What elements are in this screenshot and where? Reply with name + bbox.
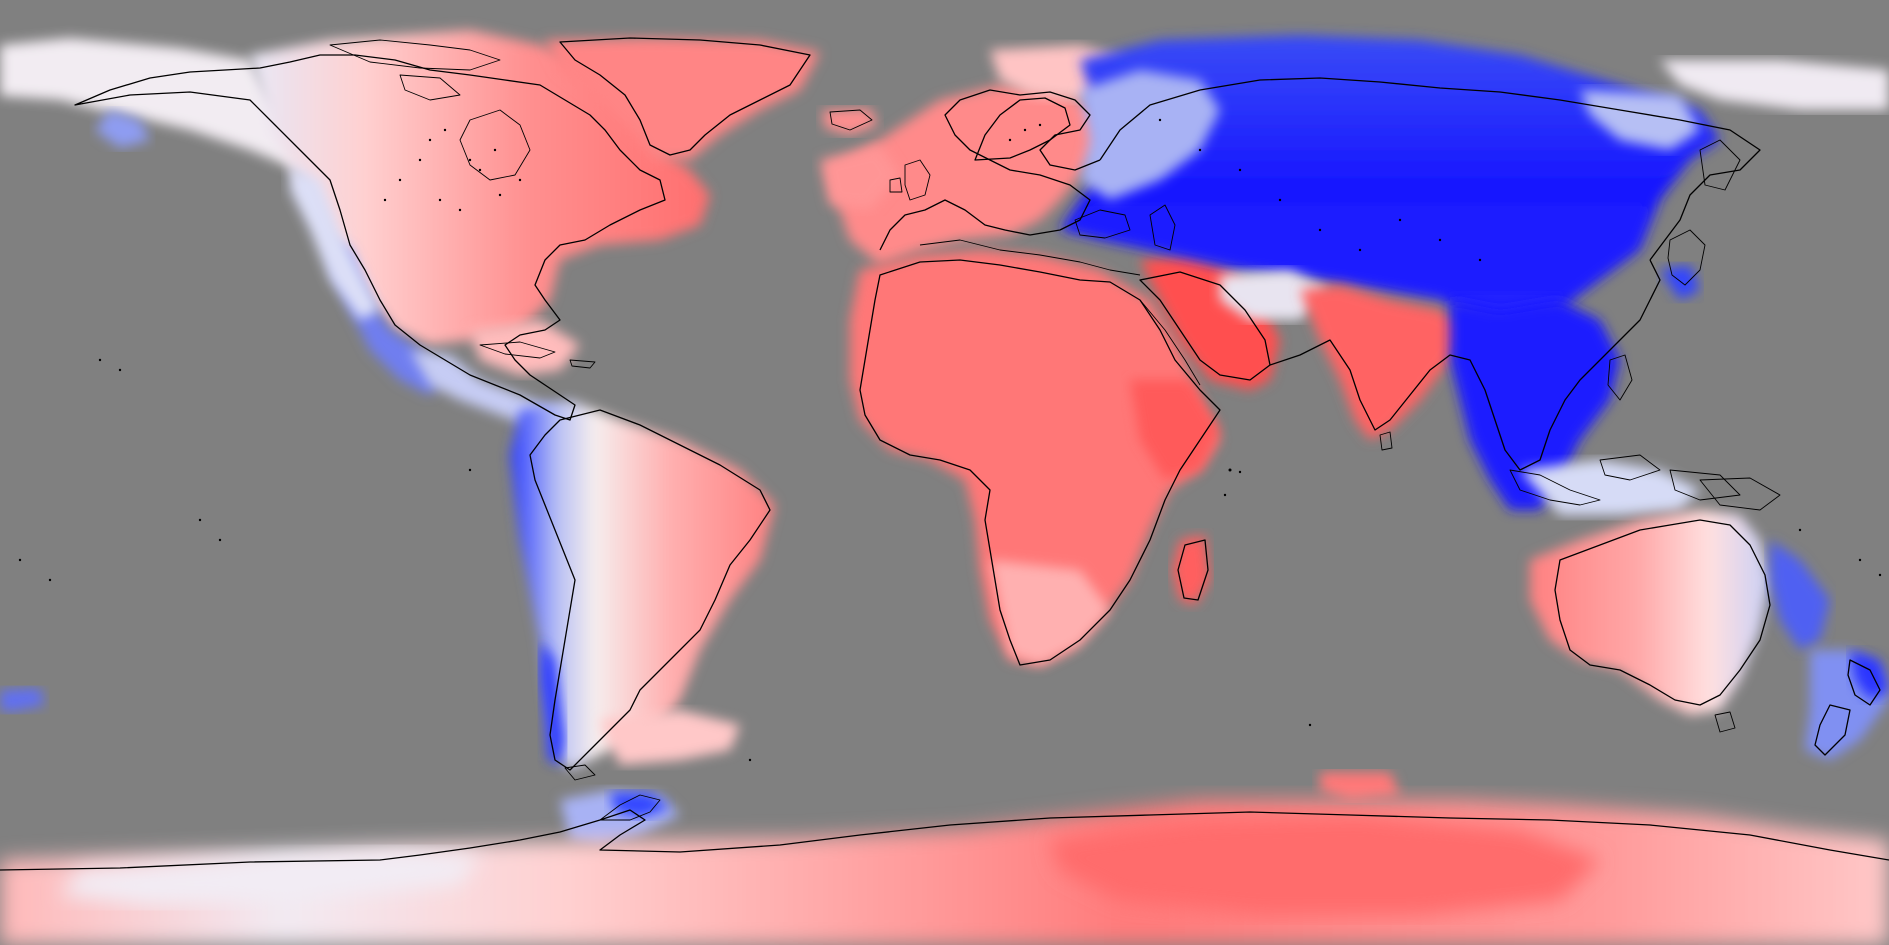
coast-sakhalin-kamchatka <box>1699 139 1741 191</box>
coast-scandinavia <box>974 97 1071 161</box>
region-tasman-blue <box>1770 540 1830 650</box>
region-east-asia-arctic <box>1660 60 1889 110</box>
coast-japan <box>1667 229 1706 286</box>
region-kerguelen <box>1320 772 1400 800</box>
coast-caspian <box>1149 204 1176 251</box>
region-india <box>1300 285 1470 440</box>
region-caribbean <box>470 320 580 375</box>
region-east-asia-lightblue <box>1580 90 1700 150</box>
coast-tierra-del-fuego <box>564 764 596 781</box>
region-greenland <box>545 38 820 160</box>
region-patagonia-pink <box>600 710 740 765</box>
coast-british-isles <box>889 159 931 201</box>
region-australia <box>1530 510 1770 715</box>
region-iceland <box>822 108 878 135</box>
coast-europe <box>879 89 1101 251</box>
coast-new-zealand <box>1814 659 1881 756</box>
coast-greenland <box>559 37 811 156</box>
coast-indonesia <box>1509 454 1741 506</box>
coastlines <box>0 37 1889 871</box>
region-south-america <box>510 400 775 770</box>
region-africa-south-pale <box>990 560 1110 665</box>
region-southeast-asia <box>1450 300 1620 510</box>
lakes-and-islands <box>18 118 1882 762</box>
region-alaska <box>0 38 330 175</box>
region-east-africa-hot <box>1130 380 1220 480</box>
coast-south-america <box>529 409 771 771</box>
coast-mediterranean <box>919 239 1141 276</box>
coast-philippines <box>1607 354 1633 401</box>
coast-antarctic-peninsula <box>599 794 661 821</box>
region-alaska-blue <box>95 110 150 148</box>
region-japan-blue <box>1660 265 1700 300</box>
region-central-asia-white <box>1220 270 1330 320</box>
region-usa-west-light <box>290 165 380 320</box>
region-europe-west <box>820 145 900 210</box>
coast-new-guinea <box>1699 477 1781 511</box>
region-antarctica-core <box>1050 815 1600 915</box>
region-indonesia-light <box>1520 460 1700 515</box>
region-antarctica-white <box>60 850 480 905</box>
coast-antarctica <box>0 809 1889 871</box>
coast-africa <box>859 259 1221 666</box>
coast-tasmania <box>1714 711 1736 733</box>
anomaly-field <box>0 30 1889 945</box>
coast-iceland <box>829 109 873 131</box>
coast-black-sea <box>1074 209 1131 239</box>
coast-australia <box>1554 519 1771 706</box>
coast-madagascar <box>1177 539 1209 601</box>
region-africa <box>850 250 1220 665</box>
region-siberia <box>1060 35 1720 330</box>
region-andes-cool <box>540 640 565 765</box>
region-russia-light <box>1080 70 1220 200</box>
region-north-america <box>250 30 710 345</box>
coast-asia-north <box>1099 77 1761 261</box>
coast-cuba <box>479 341 596 369</box>
region-pacific-blue <box>0 688 45 712</box>
coast-north-america <box>74 54 666 421</box>
coast-red-sea <box>1139 299 1201 386</box>
coast-sri-lanka <box>1379 431 1393 451</box>
coast-asia-south <box>1269 259 1661 471</box>
coast-hudson-bay <box>459 109 531 181</box>
coast-arabia <box>1139 271 1271 381</box>
coast-arctic-islands <box>329 39 501 101</box>
